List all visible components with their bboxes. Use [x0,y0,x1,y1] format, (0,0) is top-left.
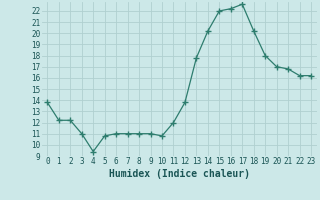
X-axis label: Humidex (Indice chaleur): Humidex (Indice chaleur) [109,169,250,179]
